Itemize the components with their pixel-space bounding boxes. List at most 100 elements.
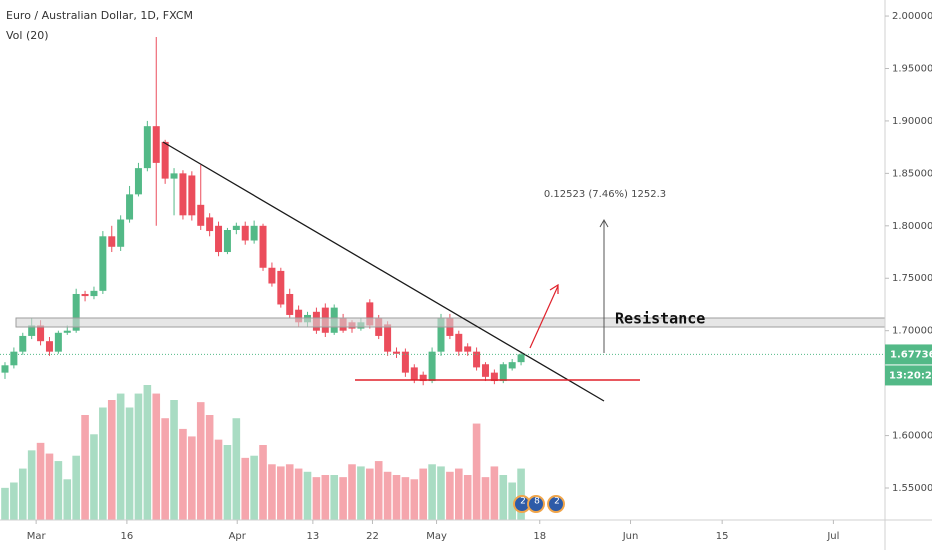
volume-bar (107, 400, 116, 520)
volume-bar (454, 468, 463, 520)
candle-body (108, 236, 116, 247)
volume-bar (277, 466, 285, 520)
volume-bar (232, 418, 241, 520)
volume-bar (303, 471, 312, 520)
candle-body (99, 236, 107, 291)
volume-bar (72, 455, 80, 520)
candle-body (188, 175, 196, 216)
candle-body (134, 168, 142, 195)
candle-body (437, 318, 445, 352)
volume-bar (499, 475, 508, 520)
measure-label: 0.12523 (7.46%) 1252.3 (544, 189, 666, 200)
countdown-label: 13:20:28 (889, 370, 932, 381)
volume-bar (81, 415, 89, 520)
candle-body (223, 230, 231, 253)
volume-bar (45, 453, 54, 520)
volume-bar (321, 475, 330, 520)
candle-body (143, 126, 151, 169)
candle-body (481, 364, 489, 377)
arrow (529, 285, 559, 349)
y-tick-label: 1.70000 (892, 326, 932, 337)
resistance-zone (15, 317, 886, 328)
volume-bar (517, 468, 525, 520)
volume-bar (481, 477, 490, 520)
y-tick-label: 1.60000 (892, 431, 932, 442)
candle-body (410, 367, 418, 380)
candle-body (179, 173, 187, 216)
x-tick-label: 15 (716, 531, 729, 542)
candle-body (45, 341, 53, 352)
candle-body (170, 173, 178, 179)
candle-body (54, 332, 62, 352)
y-tick-label: 1.95000 (892, 63, 932, 74)
volume-bar (437, 466, 445, 520)
countdown-box (885, 365, 932, 386)
candle-body (464, 346, 472, 352)
volume-bar (10, 482, 18, 520)
candle-body (117, 219, 125, 247)
event-icon (527, 495, 545, 513)
x-tick-label: 18 (533, 531, 546, 542)
volume-bar (508, 482, 516, 520)
event-count: 2 (554, 497, 560, 507)
volume-bar (259, 445, 267, 520)
volume-bar (419, 468, 427, 520)
y-tick-label: 1.80000 (892, 221, 932, 232)
candle-body (277, 270, 285, 305)
candle-body (90, 290, 98, 297)
volume-bar (188, 436, 196, 520)
candle-body (499, 364, 507, 382)
volume-bar (170, 400, 178, 520)
volume-bar (223, 445, 232, 520)
volume-bar (348, 464, 356, 520)
x-tick-label: May (426, 531, 447, 542)
candle-body (241, 225, 249, 241)
candle-body (419, 374, 427, 382)
volume-bar (339, 477, 347, 520)
volume-bar (134, 393, 143, 520)
candle-body (268, 267, 276, 284)
volume-bar (410, 479, 419, 520)
candle-body (259, 225, 267, 268)
volume-bar (268, 464, 276, 520)
candle-body (72, 293, 80, 331)
resistance-label: Resistance (615, 310, 705, 328)
y-tick-label: 1.75000 (892, 273, 932, 284)
volume-bar (357, 466, 365, 520)
x-tick-label: Mar (27, 531, 47, 542)
candle-body (197, 204, 205, 226)
candle-body (10, 351, 18, 366)
x-tick-label: Jul (826, 531, 839, 542)
measure-arrow (599, 218, 609, 228)
volume-bar (366, 468, 374, 520)
volume-bar (472, 423, 481, 520)
volume-bar (214, 439, 223, 520)
volume-bar (285, 464, 294, 520)
chart-title: Euro / Australian Dollar, 1D, FXCM (6, 9, 193, 22)
candle-body (508, 362, 516, 369)
candle-body (19, 335, 27, 352)
volume-bar (63, 479, 72, 520)
y-tick-label: 2.00000 (892, 11, 932, 22)
volume-bar (196, 402, 205, 520)
event-count: 8 (534, 497, 540, 507)
volume-bar (1, 487, 9, 520)
volume-bar (179, 428, 187, 520)
candle-body (295, 309, 303, 323)
candle-body (1, 365, 9, 373)
volume-bar (428, 464, 436, 520)
volume-bar (125, 407, 134, 520)
candle-body (63, 330, 71, 333)
candle-body (37, 325, 45, 342)
volume-bar (312, 477, 321, 520)
candle-body (81, 293, 89, 297)
candle-body (490, 372, 498, 382)
last-price-label: 1.67736 (890, 349, 932, 360)
volume-bar (161, 418, 169, 520)
volume-bar (330, 475, 339, 520)
candle-body (215, 225, 223, 253)
candle-body (286, 293, 294, 315)
axes: 1.55000 1.60000 1.70000 1.75000 1.80000 1.850… (0, 11, 932, 542)
volume-bar (143, 385, 152, 520)
